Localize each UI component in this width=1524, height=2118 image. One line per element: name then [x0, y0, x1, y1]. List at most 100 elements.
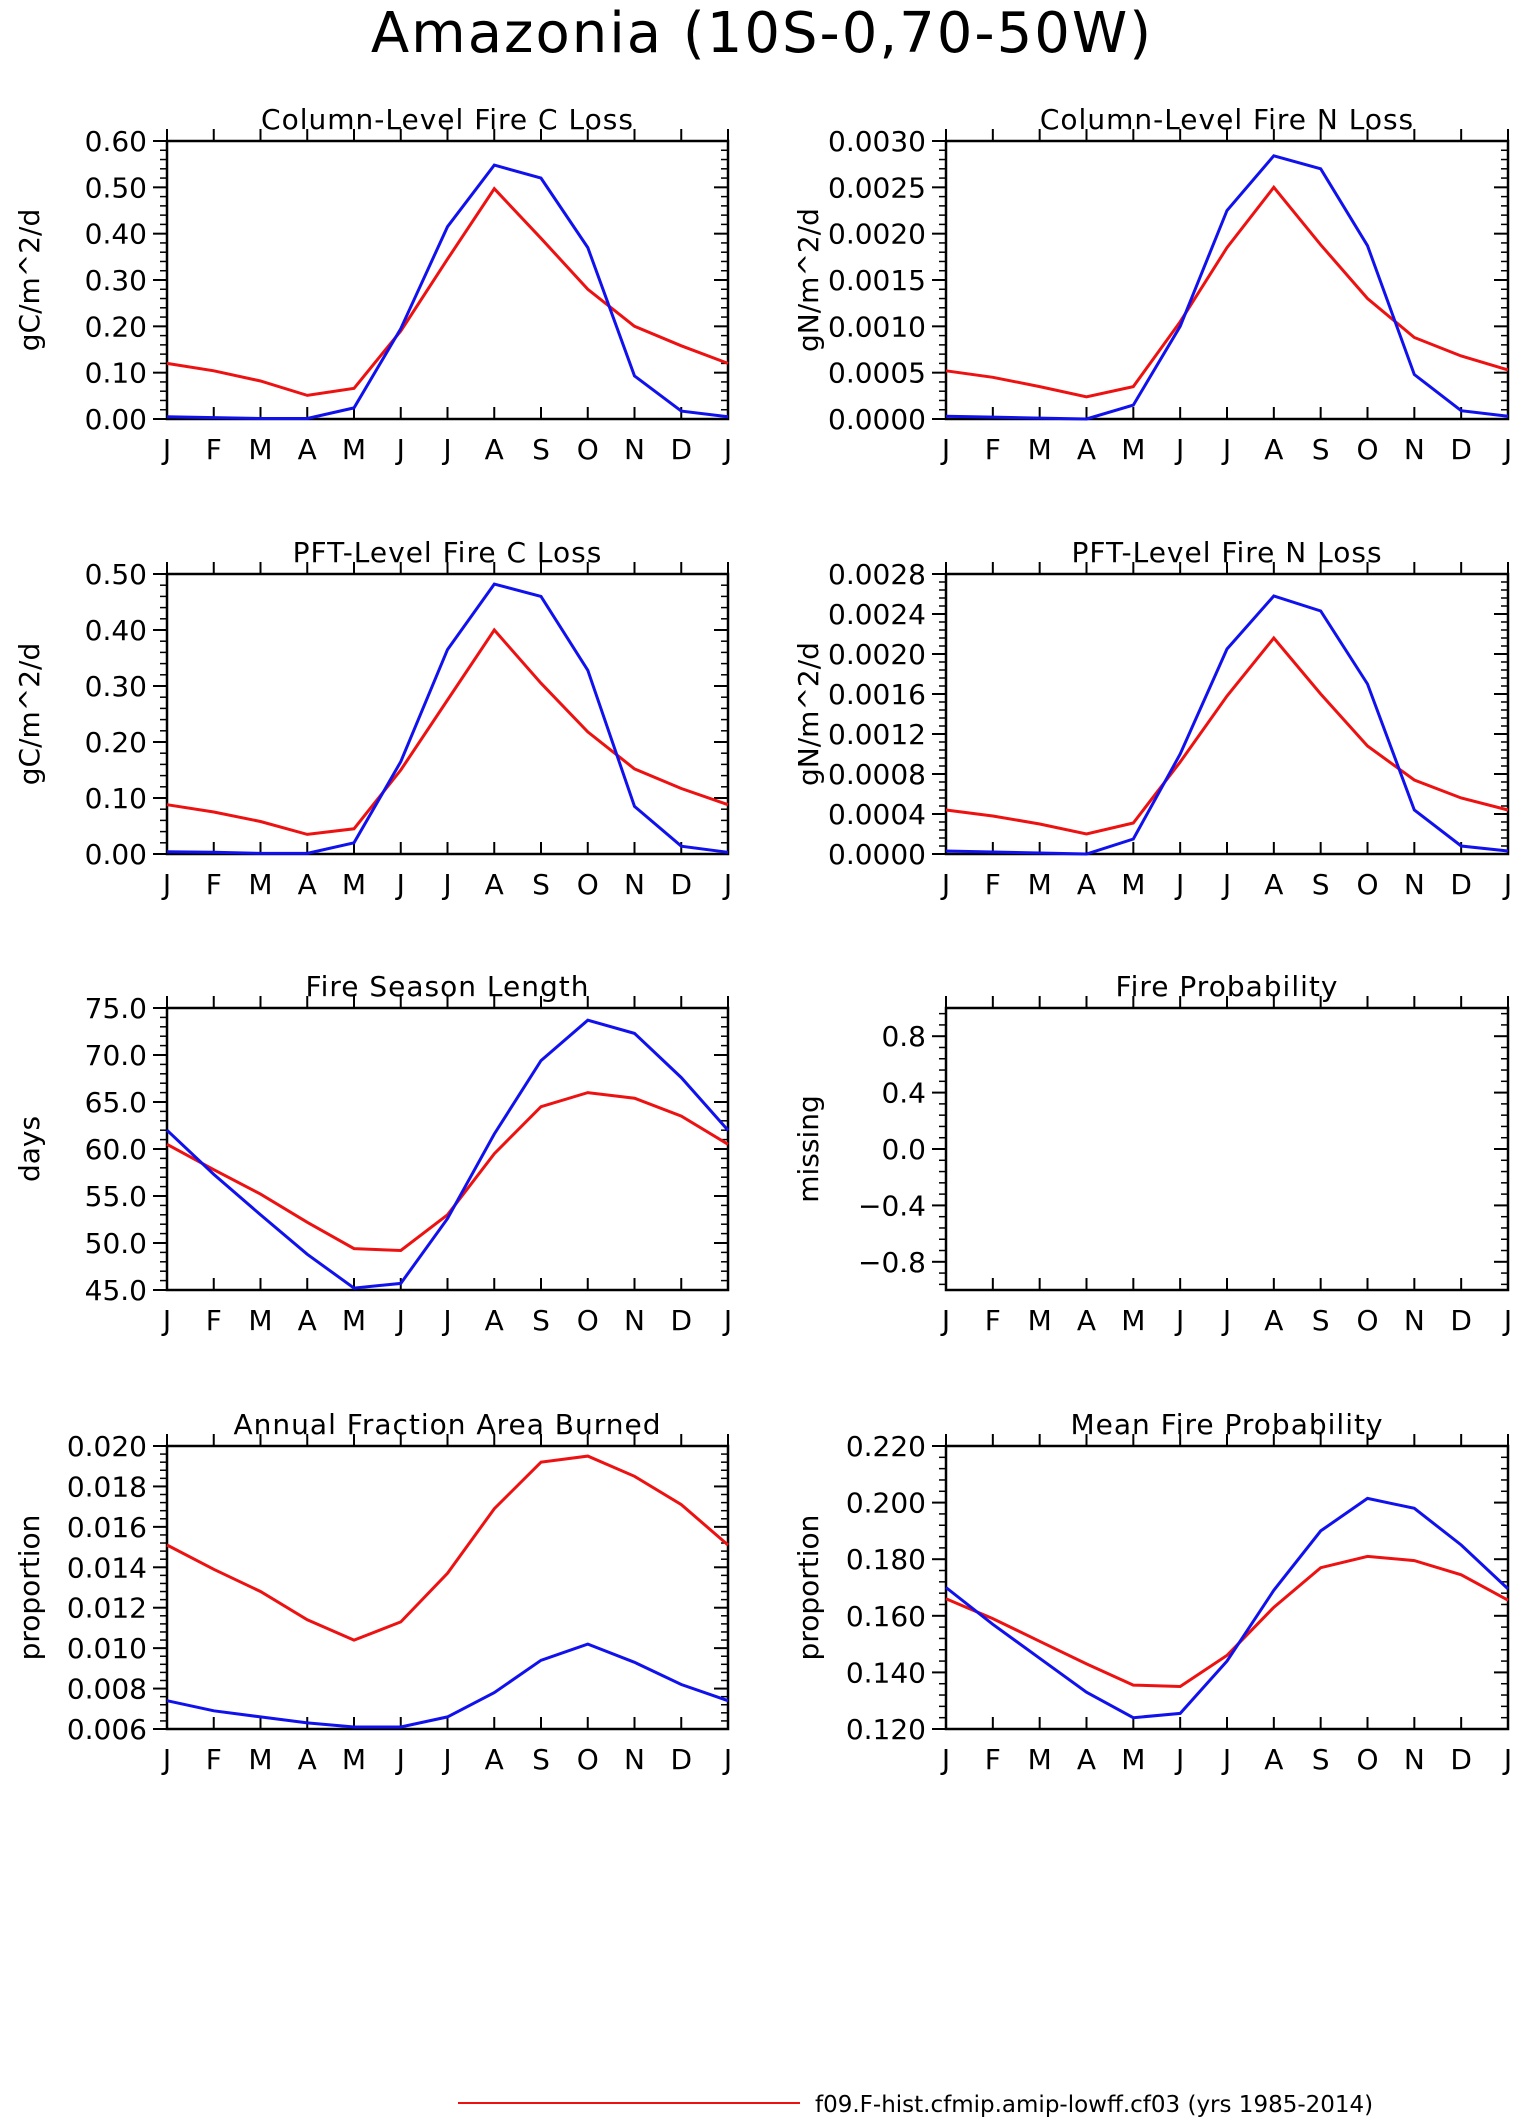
- y-tick-label: 65.0: [85, 1086, 147, 1119]
- x-tick-label: A: [485, 1743, 504, 1776]
- x-tick-label: F: [206, 433, 222, 466]
- x-tick-label: J: [722, 1743, 732, 1776]
- x-tick-label: J: [395, 433, 405, 466]
- series-line-1: [945, 1554, 1509, 1689]
- x-tick-label: A: [485, 1304, 504, 1337]
- x-tick-label: A: [485, 433, 504, 466]
- x-tick-label: M: [1121, 433, 1145, 466]
- plot-frame: [944, 1006, 1510, 1292]
- y-tick-label: 0.0010: [828, 310, 926, 343]
- x-tick-label: A: [298, 1304, 317, 1337]
- x-tick-label: M: [342, 433, 366, 466]
- x-tick-label: N: [1404, 868, 1425, 901]
- x-tick-label: J: [395, 1304, 405, 1337]
- x-tick-label: F: [206, 868, 222, 901]
- series-line-2: [165, 1018, 730, 1290]
- x-tick-label: M: [1028, 433, 1052, 466]
- y-tick-label: 0.0008: [828, 758, 926, 791]
- y-tick-label: 0.018: [67, 1470, 147, 1503]
- x-tick-label: M: [248, 868, 272, 901]
- x-tick-label: S: [1312, 433, 1330, 466]
- y-tick-label: 0.0016: [828, 678, 926, 711]
- x-tick-label: J: [1174, 1743, 1184, 1776]
- y-axis-label: gC/m^2/d: [13, 209, 46, 352]
- y-axis-label: missing: [792, 1095, 825, 1203]
- y-tick-label: 0.220: [846, 1430, 926, 1463]
- x-tick-label: J: [441, 868, 451, 901]
- figure-title: Amazonia (10S-0,70-50W): [371, 1, 1153, 66]
- x-tick-label: M: [1121, 868, 1145, 901]
- y-tick-label: 0.00: [85, 403, 147, 436]
- y-tick-label: 0.0005: [828, 357, 926, 390]
- x-tick-label: M: [248, 1743, 272, 1776]
- x-tick-label: D: [670, 433, 692, 466]
- x-tick-label: N: [1404, 1304, 1425, 1337]
- x-tick-label: D: [1450, 433, 1472, 466]
- y-tick-label: 0.30: [85, 670, 147, 703]
- legend: f09.F-hist.cfmip.amip-lowff.cf03 (yrs 19…: [458, 2092, 1373, 2118]
- x-tick-label: J: [1502, 1743, 1512, 1776]
- plot-frame: [944, 1444, 1510, 1731]
- x-tick-label: O: [577, 1304, 599, 1337]
- y-tick-label: 0.30: [85, 264, 147, 297]
- x-tick-label: F: [985, 433, 1001, 466]
- x-tick-label: F: [985, 868, 1001, 901]
- x-tick-label: M: [1028, 868, 1052, 901]
- x-tick-label: A: [1077, 433, 1096, 466]
- series-line-1: [166, 1091, 729, 1253]
- y-tick-label: 0.180: [846, 1543, 926, 1576]
- x-tick-label: F: [985, 1743, 1001, 1776]
- x-tick-label: J: [1174, 1304, 1184, 1337]
- y-tick-label: 0.200: [846, 1487, 926, 1520]
- x-tick-label: S: [532, 1743, 550, 1776]
- y-axis-label: gN/m^2/d: [792, 208, 825, 352]
- x-tick-label: A: [1077, 1743, 1096, 1776]
- y-tick-label: 0.50: [85, 171, 147, 204]
- x-tick-label: M: [1028, 1743, 1052, 1776]
- y-tick-label: 0.4: [881, 1077, 926, 1110]
- x-tick-label: A: [298, 868, 317, 901]
- x-tick-label: S: [1312, 1304, 1330, 1337]
- y-axis-label: gC/m^2/d: [13, 643, 46, 786]
- x-tick-label: J: [441, 433, 451, 466]
- y-axis-label: days: [13, 1116, 46, 1182]
- x-tick-label: N: [624, 1304, 645, 1337]
- x-tick-label: J: [1502, 433, 1512, 466]
- x-tick-label: O: [1356, 1304, 1378, 1337]
- series-line-1: [166, 186, 729, 397]
- y-tick-label: 0.140: [846, 1656, 926, 1689]
- x-tick-label: F: [206, 1743, 222, 1776]
- x-tick-label: J: [722, 868, 732, 901]
- x-tick-label: D: [1450, 1743, 1472, 1776]
- y-axis-label: proportion: [13, 1515, 46, 1661]
- x-tick-label: J: [940, 433, 950, 466]
- y-tick-label: 0.016: [67, 1511, 147, 1544]
- y-tick-label: 0.40: [85, 614, 147, 647]
- x-tick-label: S: [532, 433, 550, 466]
- y-tick-label: 0.0000: [828, 838, 926, 871]
- x-tick-label: O: [1356, 868, 1378, 901]
- x-tick-label: D: [1450, 868, 1472, 901]
- x-tick-label: J: [441, 1743, 451, 1776]
- x-tick-label: N: [1404, 1743, 1425, 1776]
- y-tick-label: 0.012: [67, 1592, 147, 1625]
- y-tick-label: 0.020: [67, 1430, 147, 1463]
- x-tick-label: S: [1312, 1743, 1330, 1776]
- x-tick-label: O: [577, 1743, 599, 1776]
- x-tick-label: M: [1121, 1304, 1145, 1337]
- y-tick-label: 75.0: [85, 992, 147, 1025]
- y-tick-label: 0.0030: [828, 125, 926, 158]
- y-tick-label: 50.0: [85, 1227, 147, 1260]
- series-line-2: [945, 154, 1509, 421]
- plot-frame: [165, 1006, 730, 1292]
- x-tick-label: J: [395, 868, 405, 901]
- x-tick-label: A: [1264, 1743, 1283, 1776]
